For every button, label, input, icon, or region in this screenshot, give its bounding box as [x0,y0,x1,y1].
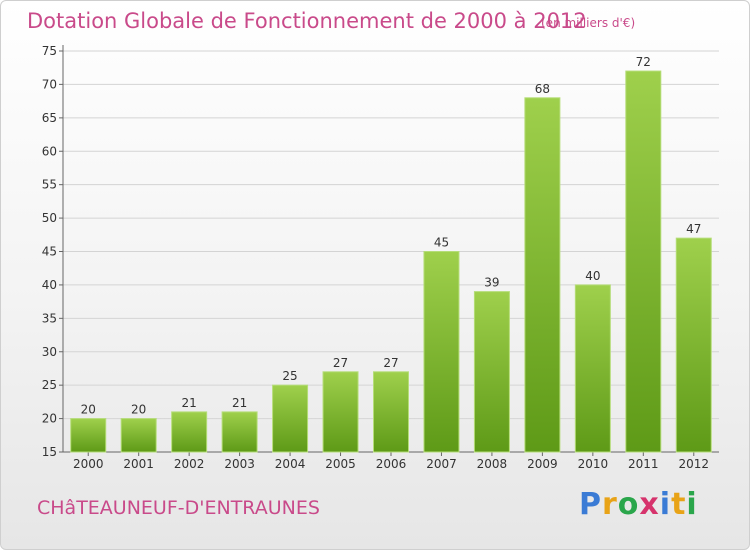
bar [423,251,460,453]
y-tick-label: 40 [42,278,57,292]
chart-subtitle: (en milliers d'€) [541,16,636,30]
y-tick-label: 75 [42,44,57,58]
x-tick-label: 2008 [477,457,508,471]
bar [322,371,359,453]
x-tick-label: 2005 [325,457,356,471]
y-tick-label: 20 [42,412,57,426]
x-tick-label: 2007 [426,457,457,471]
bar-value-label: 68 [535,82,550,96]
bar-value-label: 21 [182,396,197,410]
y-tick-label: 15 [42,445,57,459]
bar-value-label: 72 [636,55,651,69]
logo-letter: t [671,487,687,522]
bars [70,70,712,453]
x-tick-label: 2006 [376,457,407,471]
bar [70,418,107,453]
bar [373,371,409,453]
y-tick-label: 70 [42,77,57,91]
y-tick-label: 65 [42,111,57,125]
x-tick-label: 2003 [224,457,255,471]
bar [272,384,309,453]
bar-value-label: 20 [131,403,146,417]
y-tick-label: 60 [42,144,57,158]
bar-value-label: 21 [232,396,247,410]
x-tick-label: 2010 [578,457,609,471]
x-tick-label: 2009 [527,457,558,471]
x-tick-label: 2001 [123,457,154,471]
x-tick-label: 2000 [73,457,104,471]
x-tick-label: 2002 [174,457,205,471]
bar [574,284,611,453]
y-tick-label: 45 [42,245,57,259]
bar-value-label: 25 [282,369,297,383]
logo-letter: P [579,487,602,522]
bar [524,97,561,453]
logo-letter: x [639,487,660,522]
chart-title: Dotation Globale de Fonctionnement de 20… [27,9,587,33]
bar-value-label: 39 [484,276,499,290]
bar [625,70,662,453]
logo-letter: r [602,487,618,522]
logo-letter: i [686,487,698,522]
y-tick-label: 50 [42,211,57,225]
bar-value-label: 27 [383,356,398,370]
x-tick-label: 2004 [275,457,306,471]
bar-value-label: 45 [434,236,449,250]
bar-value-label: 27 [333,356,348,370]
y-tick-label: 55 [42,178,57,192]
y-tick-label: 25 [42,378,57,392]
labels: 15 20 25 30 35 40 45 50 55 60 65 70 75 20 2000 20 2001 21… [42,44,709,471]
bar [473,291,510,453]
bar [221,411,258,453]
bar [120,418,157,453]
y-tick-label: 35 [42,311,57,325]
commune-name: CHâTEAUNEUF-D'ENTRAUNES [37,497,320,519]
bar-value-label: 40 [585,269,600,283]
proxiti-logo[interactable]: Proxiti [579,487,698,522]
bar-value-label: 47 [686,222,701,236]
x-tick-label: 2012 [678,457,709,471]
logo-letter: i [659,487,672,522]
bar-value-label: 20 [81,403,96,417]
bar [675,237,712,453]
bar [171,411,208,453]
x-tick-label: 2011 [628,457,659,471]
logo-letter: o [617,487,640,522]
y-tick-label: 30 [42,345,57,359]
